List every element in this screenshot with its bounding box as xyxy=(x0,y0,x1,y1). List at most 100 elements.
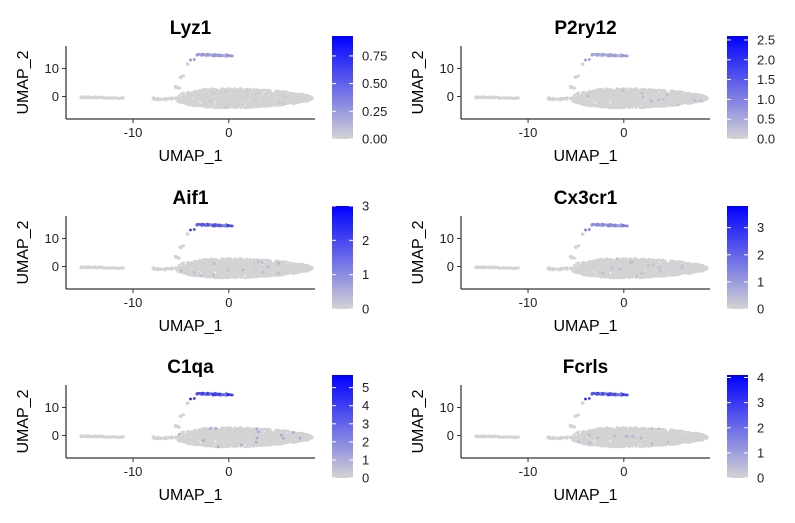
panel-p2ry12: P2ry12-10 0010UMAP_1UMAP_20.00.51.01.52.0… xyxy=(410,18,775,165)
point-expressed xyxy=(189,228,192,232)
point xyxy=(283,90,287,94)
point xyxy=(214,88,218,91)
point xyxy=(683,98,686,102)
point xyxy=(229,87,233,91)
point-expressed xyxy=(192,58,196,61)
point xyxy=(106,266,110,270)
point-expressed xyxy=(209,99,213,103)
point xyxy=(279,103,282,107)
point xyxy=(201,273,205,276)
point xyxy=(501,96,505,100)
point xyxy=(205,272,209,276)
point xyxy=(211,104,215,107)
point xyxy=(214,95,218,99)
point-expressed xyxy=(665,93,669,97)
point xyxy=(178,75,182,79)
point xyxy=(201,89,205,92)
point xyxy=(619,101,622,104)
point xyxy=(250,271,254,275)
x-axis-label: UMAP_1 xyxy=(158,318,222,335)
point xyxy=(159,97,163,101)
point xyxy=(195,268,199,272)
point-expressed xyxy=(213,223,217,227)
point xyxy=(186,262,189,266)
point xyxy=(206,263,210,266)
point xyxy=(558,98,561,102)
point xyxy=(693,94,697,98)
point xyxy=(193,265,196,269)
point xyxy=(596,103,600,106)
point xyxy=(286,90,290,94)
point xyxy=(493,96,497,99)
point xyxy=(285,102,289,105)
point xyxy=(219,268,223,272)
point-expressed xyxy=(208,223,212,227)
point xyxy=(593,89,597,92)
point xyxy=(206,93,210,96)
point-expressed xyxy=(266,265,270,269)
point-expressed xyxy=(189,58,192,62)
point xyxy=(252,96,256,100)
colorbar-tick-label: 0 xyxy=(362,302,369,317)
point-expressed xyxy=(220,223,224,227)
x-axis-label: UMAP_1 xyxy=(158,148,222,165)
point xyxy=(288,268,291,272)
point xyxy=(181,99,185,102)
point xyxy=(581,92,584,96)
point xyxy=(604,94,608,98)
point xyxy=(199,268,203,272)
point xyxy=(223,96,227,99)
point-expressed xyxy=(229,224,233,228)
point xyxy=(274,95,277,98)
point xyxy=(208,261,212,264)
point xyxy=(281,264,284,268)
point xyxy=(583,96,587,100)
point xyxy=(686,102,689,105)
point xyxy=(593,92,597,95)
point xyxy=(631,101,635,105)
point xyxy=(238,90,242,94)
scatter-points xyxy=(474,222,709,280)
point xyxy=(190,94,194,98)
point xyxy=(629,105,632,109)
point xyxy=(669,95,672,98)
point xyxy=(626,91,630,95)
point xyxy=(98,96,102,99)
point xyxy=(163,98,167,102)
point xyxy=(81,265,85,269)
point xyxy=(504,96,508,100)
point-expressed xyxy=(241,268,245,272)
point xyxy=(192,260,196,264)
point-expressed xyxy=(216,54,220,58)
point xyxy=(84,265,88,269)
colorbar-tick-label: 0.5 xyxy=(757,112,775,127)
point xyxy=(641,89,645,92)
point xyxy=(641,105,645,109)
point xyxy=(252,105,255,109)
colorbar-tick-label: 0.50 xyxy=(362,76,387,91)
point xyxy=(617,90,621,94)
y-axis-label: UMAP_2 xyxy=(410,50,427,114)
point xyxy=(233,87,237,90)
point xyxy=(304,98,308,102)
y-tick-label: 10 xyxy=(45,231,59,246)
point xyxy=(182,74,185,78)
point xyxy=(221,97,225,101)
point xyxy=(655,103,659,107)
point xyxy=(250,89,254,93)
point xyxy=(114,96,118,100)
point xyxy=(224,101,227,104)
point xyxy=(271,271,274,274)
point xyxy=(614,98,618,102)
point xyxy=(301,262,304,266)
point xyxy=(285,272,289,275)
point xyxy=(252,88,256,92)
point xyxy=(234,105,237,109)
colorbar-tick-label: 2.0 xyxy=(757,52,775,67)
point xyxy=(265,269,268,273)
point-expressed xyxy=(584,58,587,62)
point xyxy=(211,268,215,272)
point xyxy=(246,95,250,99)
